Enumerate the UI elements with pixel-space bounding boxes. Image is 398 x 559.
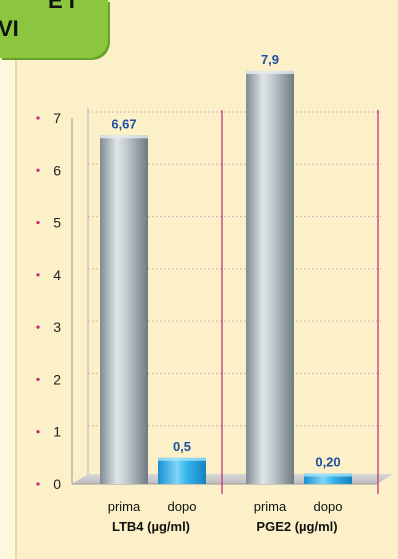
bar-value-label: 0,5 xyxy=(173,439,191,454)
bar-prima xyxy=(246,70,294,484)
y-tick-label: 4 xyxy=(53,267,61,283)
tick-dot xyxy=(36,325,40,329)
x-group-label: PGE2 (µg/ml) xyxy=(256,519,337,534)
tick-dot xyxy=(36,430,40,434)
x-category-label: dopo xyxy=(168,499,197,514)
y-tick-labels: 0 1 2 3 4 5 6 7 xyxy=(36,110,61,492)
bar-value-label: 6,67 xyxy=(111,116,136,131)
tick-dot xyxy=(36,168,40,172)
tick-dot xyxy=(36,377,40,382)
bars xyxy=(100,70,352,485)
corner-title-line1: E I xyxy=(48,0,75,13)
bar-dopo xyxy=(158,457,206,484)
x-category-label: prima xyxy=(254,499,287,514)
tick-dot xyxy=(36,220,40,225)
y-tick-label: 7 xyxy=(53,110,61,126)
x-group-label: LTB4 (µg/ml) xyxy=(112,519,190,534)
bar-top-highlight xyxy=(246,70,294,74)
bar-prima xyxy=(100,135,148,485)
bar-dopo xyxy=(304,473,352,484)
y-tick-label: 5 xyxy=(53,215,61,231)
tick-dot xyxy=(36,116,40,120)
y-tick-label: 3 xyxy=(53,319,61,335)
chart-panel xyxy=(15,0,398,559)
x-category-label: prima xyxy=(108,499,141,514)
y-tick-label: 6 xyxy=(53,162,61,178)
tick-dot xyxy=(36,273,40,277)
y-tick-label: 2 xyxy=(53,371,61,387)
corner-title-line2: VI xyxy=(0,16,19,41)
bar-labels: 6,67 prima 0,5 dopo LTB4 (µg/ml) 7,9 prima 0,20… xyxy=(108,52,343,534)
y-tick-label: 1 xyxy=(53,424,61,440)
corner-tab xyxy=(0,0,108,58)
bar-top-highlight xyxy=(158,457,206,461)
y-tick-label: 0 xyxy=(53,476,61,492)
group-dividers xyxy=(221,110,379,494)
tick-dot xyxy=(36,482,40,486)
bar-value-label: 0,20 xyxy=(315,455,340,470)
bar-top-highlight xyxy=(100,135,148,139)
x-category-label: dopo xyxy=(314,499,343,514)
corner-title: E I VI xyxy=(0,0,100,104)
bar-top-highlight xyxy=(304,473,352,477)
bar-value-label: 7,9 xyxy=(261,52,279,67)
